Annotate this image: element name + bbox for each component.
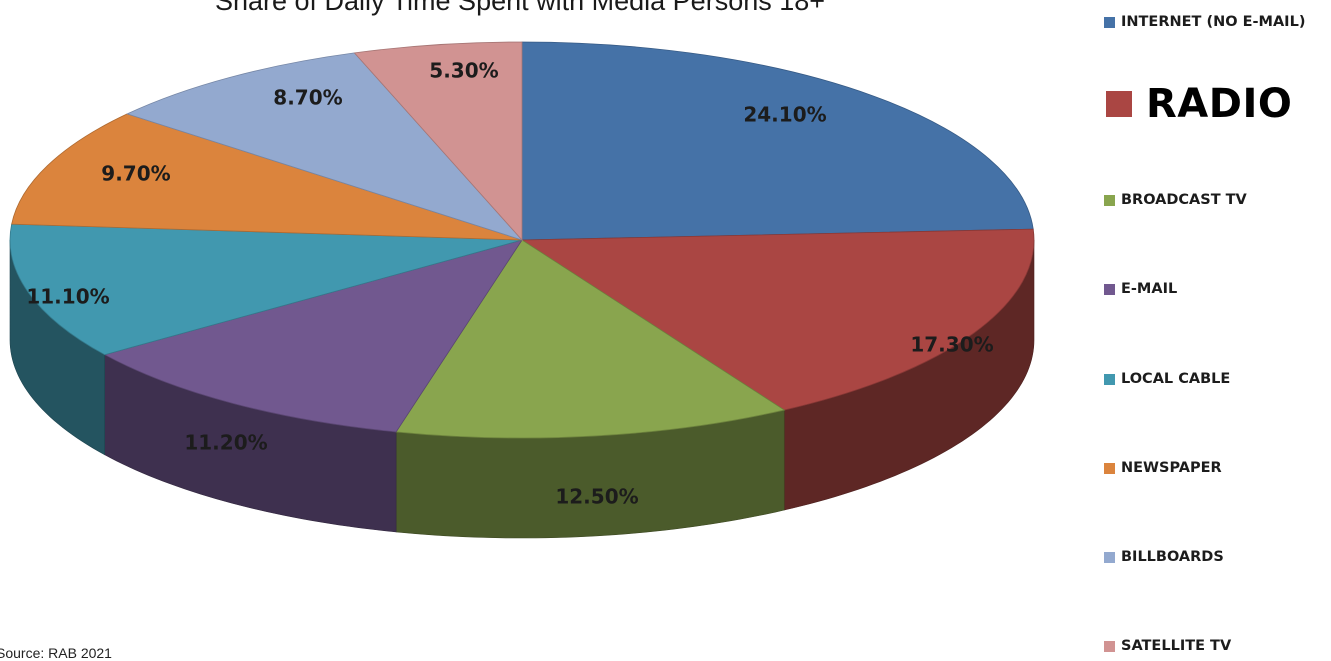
legend-swatch-billboards	[1104, 551, 1115, 563]
data-label-newspaper: 9.70%	[101, 162, 170, 186]
legend-swatch-satellite-tv	[1104, 640, 1115, 652]
legend-item-satellite-tv: SATELLITE TV	[1104, 638, 1231, 654]
legend-label-local-cable: LOCAL CABLE	[1121, 371, 1231, 387]
pie-slice-broadcast-tv	[395, 239, 786, 439]
pie-slice-e-mail	[103, 239, 523, 433]
legend-item-billboards: BILLBOARDS	[1104, 549, 1224, 565]
legend-swatch-local-cable	[1104, 373, 1115, 385]
pie-slice-internet-no-e-mail	[521, 41, 1034, 241]
data-label-broadcast-tv: 12.50%	[555, 485, 638, 509]
data-label-local-cable: 11.10%	[26, 285, 109, 309]
pie-slice-radio	[520, 228, 1035, 411]
pie-slice-newspaper	[11, 113, 523, 241]
data-label-e-mail: 11.20%	[184, 431, 267, 455]
legend-swatch-newspaper	[1104, 462, 1115, 474]
legend-label-broadcast-tv: BROADCAST TV	[1121, 192, 1247, 208]
data-label-internet-no-e-mail: 24.10%	[743, 103, 826, 127]
legend-item-local-cable: LOCAL CABLE	[1104, 371, 1230, 387]
legend-swatch-internet-no-e-mail	[1104, 16, 1115, 28]
data-label-radio: 17.30%	[910, 333, 993, 357]
legend-item-broadcast-tv: BROADCAST TV	[1104, 192, 1247, 208]
chart-title: Share of Daily Time Spent with Media Per…	[214, 0, 826, 16]
pie-slice-local-cable	[9, 223, 523, 356]
legend-label-newspaper: NEWSPAPER	[1121, 460, 1222, 476]
data-label-satellite-tv: 5.30%	[429, 59, 498, 83]
legend-label-satellite-tv: SATELLITE TV	[1121, 638, 1232, 654]
legend-swatch-radio	[1106, 91, 1132, 117]
source-note: Source: RAB 2021	[0, 645, 112, 661]
pie-slice-billboards	[126, 52, 524, 241]
legend-label-radio: RADIO	[1146, 81, 1293, 127]
pie-top-layer	[9, 41, 1035, 439]
legend-swatch-broadcast-tv	[1104, 194, 1115, 206]
legend-item-internet-no-e-mail: INTERNET (NO E-MAIL)	[1104, 14, 1305, 30]
data-label-billboards: 8.70%	[273, 86, 342, 110]
legend-label-e-mail: E-MAIL	[1121, 281, 1178, 297]
legend-swatch-e-mail	[1104, 283, 1115, 295]
chart-legend: INTERNET (NO E-MAIL) RADIO BROADCAST TV E-M…	[1104, 0, 1331, 656]
legend-label-billboards: BILLBOARDS	[1121, 549, 1224, 565]
legend-item-newspaper: NEWSPAPER	[1104, 460, 1222, 476]
legend-item-radio: RADIO	[1104, 81, 1292, 127]
pie-data-labels: 24.10% 17.30% 12.50% 11.20% 11.10% 9.70% 8.70%…	[26, 59, 993, 509]
legend-item-e-mail: E-MAIL	[1104, 281, 1177, 297]
pie-chart: 24.10% 17.30% 12.50% 11.20% 11.10% 9.70% 8.70%…	[9, 41, 1035, 539]
pie-side-layer	[9, 239, 1035, 539]
pie-slice-satellite-tv	[353, 41, 523, 242]
legend-label-internet-no-e-mail: INTERNET (NO E-MAIL)	[1121, 14, 1306, 30]
